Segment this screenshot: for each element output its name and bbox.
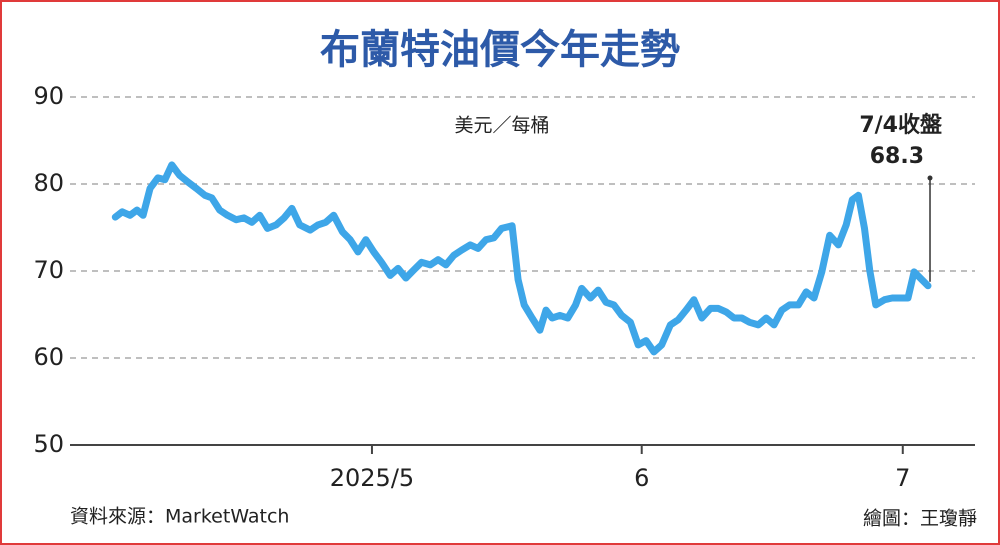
annotation-label: 7/4收盤 <box>859 112 943 138</box>
x-tick-label: 7 <box>895 464 910 492</box>
y-tick-label: 70 <box>33 256 64 284</box>
y-tick-label: 90 <box>33 82 64 110</box>
x-tick-label: 6 <box>634 464 649 492</box>
credit: 繪圖：王瓊靜 <box>863 508 977 530</box>
annotation-dot <box>927 175 933 181</box>
y-tick-label: 80 <box>33 169 64 197</box>
annotation-value: 68.3 <box>870 144 924 169</box>
x-tick-label: 2025/5 <box>330 464 414 492</box>
unit-label: 美元／每桶 <box>454 115 549 137</box>
chart-title: 布蘭特油價今年走勢 <box>320 27 680 73</box>
y-tick-label: 60 <box>33 343 64 371</box>
source: 資料來源：MarketWatch <box>70 506 289 528</box>
y-tick-label: 50 <box>33 430 64 458</box>
price-line <box>111 161 932 356</box>
